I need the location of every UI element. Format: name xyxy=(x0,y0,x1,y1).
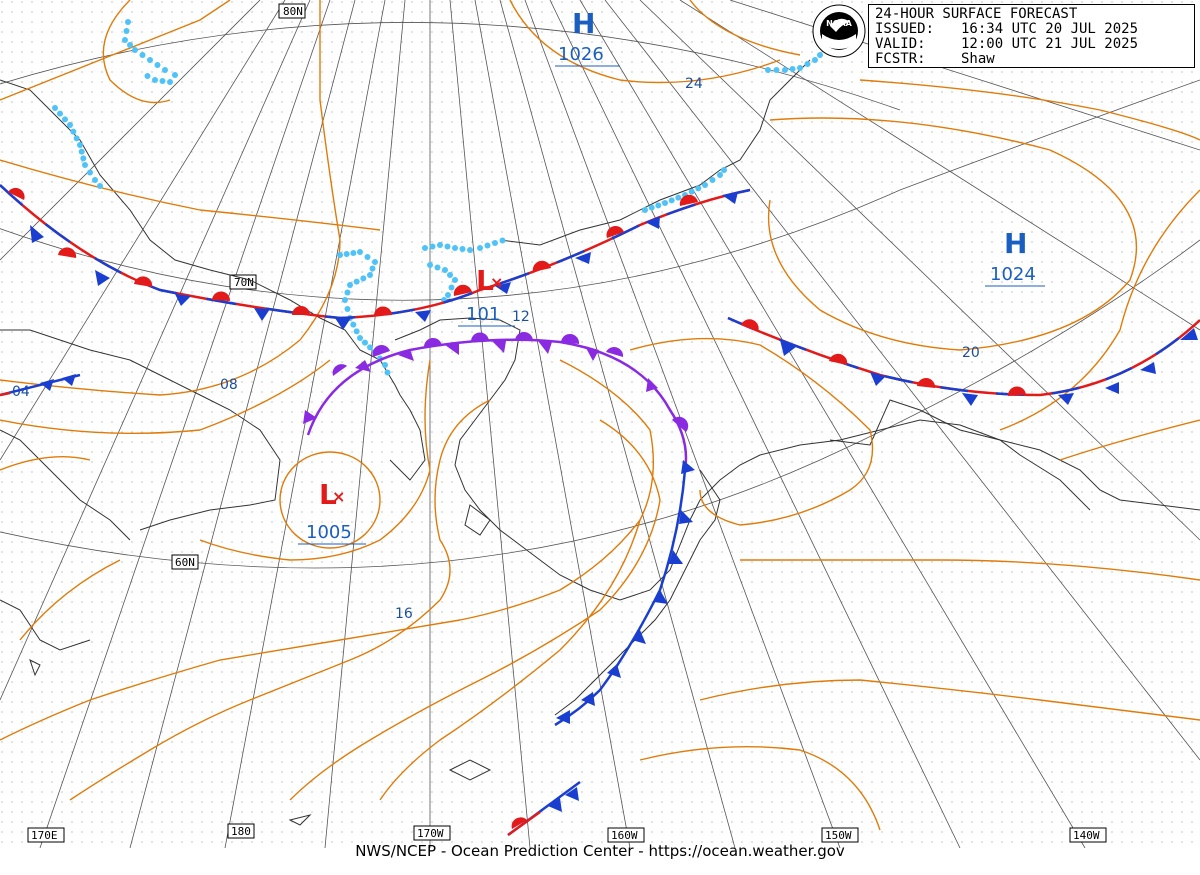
isobar-label-24: 24 xyxy=(685,76,703,92)
lat-label-70n: 70N xyxy=(229,274,257,290)
lon-label-160w: 160W xyxy=(607,827,645,843)
valid-value: 12:00 UTC 21 JUL 2025 xyxy=(961,36,1139,52)
svg-text:170E: 170E xyxy=(31,829,58,842)
ice-edge xyxy=(52,19,823,376)
forecast-info-box: 24-HOUR SURFACE FORECAST ISSUED: 16:34 UT… xyxy=(868,4,1195,68)
svg-text:H: H xyxy=(572,7,595,40)
stationary-front-north xyxy=(0,184,751,330)
svg-text:60N: 60N xyxy=(175,556,195,569)
high-center-1024: H 1024 xyxy=(985,227,1045,287)
svg-text:1024: 1024 xyxy=(990,264,1036,285)
svg-text:101: 101 xyxy=(466,304,500,325)
svg-text:80N: 80N xyxy=(283,5,303,18)
lon-label-170e: 170E xyxy=(27,827,65,843)
issued-value: 16:34 UTC 20 JUL 2025 xyxy=(961,21,1139,37)
valid-key: VALID: xyxy=(875,36,926,52)
lon-label-180: 180 xyxy=(227,823,255,839)
high-center-1026: H 1026 xyxy=(555,7,620,67)
isobar-labels: 24 20 12 04 08 16 xyxy=(12,76,980,622)
stationary-front-east xyxy=(727,316,1200,406)
svg-text:170W: 170W xyxy=(417,827,444,840)
lat-label-60n: 60N xyxy=(171,554,199,570)
svg-text:150W: 150W xyxy=(825,829,852,842)
footer-credit: NWS/NCEP - Ocean Prediction Center - htt… xyxy=(355,842,845,860)
cold-front-south xyxy=(554,460,695,727)
isobar-label-20: 20 xyxy=(962,345,980,361)
occluded-front xyxy=(303,332,689,471)
svg-text:140W: 140W xyxy=(1073,829,1100,842)
coastlines xyxy=(0,59,1200,826)
svg-text:L: L xyxy=(319,478,337,511)
lon-label-150w: 150W xyxy=(821,827,859,843)
svg-text:H: H xyxy=(1004,227,1027,260)
low-center-1005: L × 1005 xyxy=(298,478,366,545)
stationary-front-west xyxy=(0,373,81,397)
lon-label-170w: 170W xyxy=(413,825,451,841)
svg-text:70N: 70N xyxy=(234,276,254,289)
svg-text:×: × xyxy=(332,487,345,506)
stationary-front-south xyxy=(507,780,581,837)
forecaster-key: FCSTR: xyxy=(875,51,926,67)
isobar-label-16: 16 xyxy=(395,606,413,622)
isobar-label-12: 12 xyxy=(512,309,530,325)
lon-label-140w: 140W xyxy=(1069,827,1107,843)
weather-map: 80N 70N 60N 170E 180 170W 160W 150W 140W xyxy=(0,0,1200,848)
noaa-logo: NOAA xyxy=(812,4,866,58)
svg-text:NOAA: NOAA xyxy=(826,19,852,28)
svg-text:1026: 1026 xyxy=(558,44,604,65)
issued-key: ISSUED: xyxy=(875,21,935,37)
forecaster-value: Shaw xyxy=(961,51,995,67)
lat-label-80n: 80N xyxy=(278,3,306,19)
isobars xyxy=(0,0,1200,831)
svg-text:180: 180 xyxy=(231,825,251,838)
low-center-101: L × 101 xyxy=(458,264,515,327)
svg-text:×: × xyxy=(490,273,503,292)
svg-text:160W: 160W xyxy=(611,829,638,842)
svg-text:1005: 1005 xyxy=(306,522,352,543)
forecast-title: 24-HOUR SURFACE FORECAST xyxy=(875,6,1078,22)
grid-dots xyxy=(0,0,1200,848)
isobar-label-08: 08 xyxy=(220,377,238,393)
svg-text:L: L xyxy=(476,264,494,297)
